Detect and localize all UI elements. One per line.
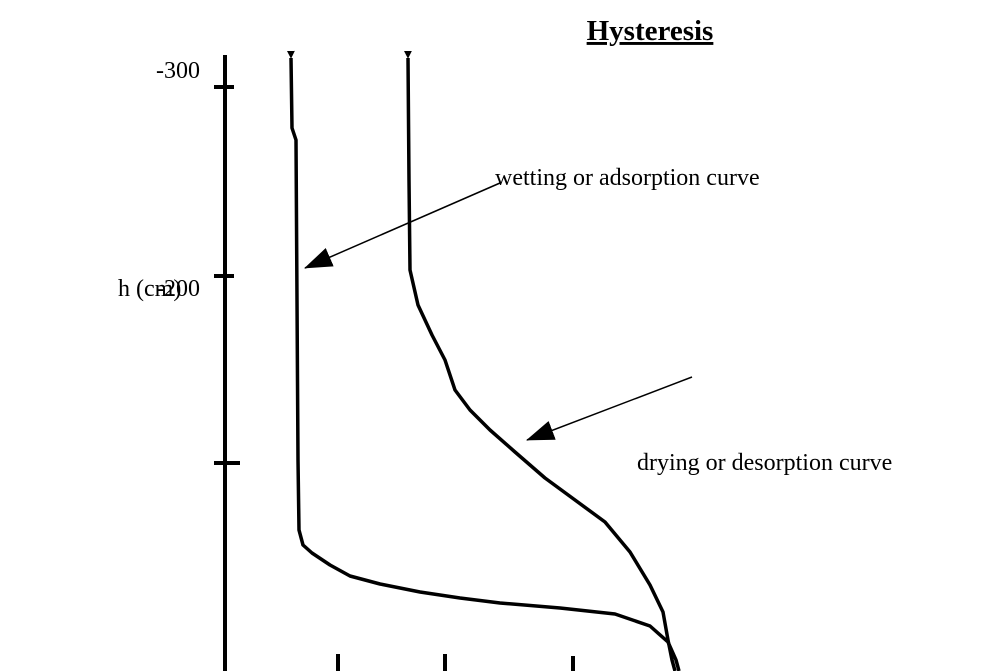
annotation: drying or desorption curve — [637, 450, 892, 476]
annotation-arrow — [526, 376, 693, 441]
annotation: wetting or adsorption curve — [495, 165, 760, 191]
drying-curve — [403, 50, 677, 671]
y-tick-label: -300 — [156, 58, 200, 84]
y-axis-label: h (cm) — [118, 276, 181, 302]
wetting-curve — [286, 50, 681, 671]
annotation-arrow — [304, 182, 501, 269]
y-tick-label: -200 — [156, 276, 200, 302]
title: Hysteresis — [587, 15, 714, 47]
